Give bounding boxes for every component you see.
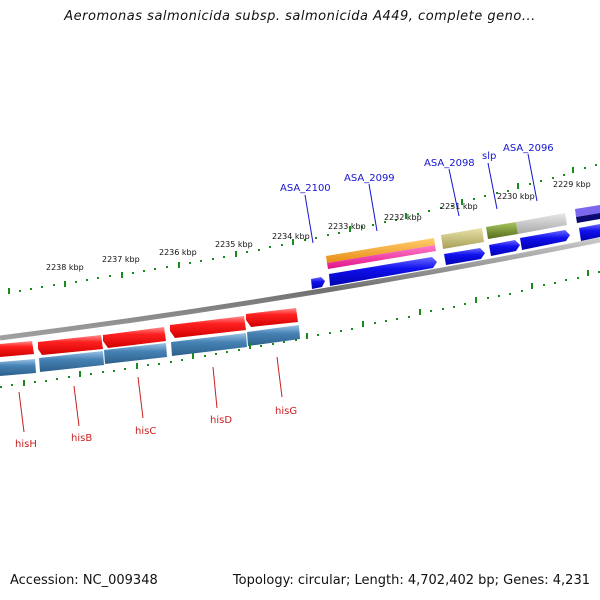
gene-label[interactable]: ASA_2098	[424, 158, 475, 169]
gene-feature[interactable]	[247, 325, 300, 346]
gene-label[interactable]: hisD	[210, 415, 232, 426]
gene-feature[interactable]	[329, 257, 437, 286]
gene-feature[interactable]	[516, 213, 567, 234]
gene-label[interactable]: slp	[482, 151, 496, 162]
scale-label: 2237 kbp	[102, 255, 140, 264]
forward-gene-labels: ASA_2100 ASA_2099 ASA_2098 slp ASA_2096	[280, 143, 554, 244]
gene-feature[interactable]	[441, 228, 484, 249]
gene-feature[interactable]	[39, 351, 104, 372]
gene-feature[interactable]	[311, 277, 325, 289]
gene-feature[interactable]	[486, 222, 518, 239]
reverse-features[interactable]	[0, 308, 300, 376]
gene-feature[interactable]	[0, 341, 34, 357]
gene-label[interactable]: ASA_2100	[280, 183, 331, 194]
outer-tick-track	[8, 164, 597, 294]
scale-label: 2231 kbp	[440, 202, 478, 211]
gene-feature[interactable]	[579, 224, 600, 241]
scale-label: 2230 kbp	[497, 192, 535, 201]
gene-feature[interactable]	[103, 327, 166, 348]
scale-label: 2234 kbp	[272, 232, 310, 241]
scale-label: 2229 kbp	[553, 180, 591, 189]
scale-labels: 2238 kbp 2237 kbp 2236 kbp 2235 kbp 2234…	[46, 180, 591, 272]
gene-feature[interactable]	[246, 308, 298, 327]
gene-feature[interactable]	[104, 343, 167, 364]
map-title: Aeromonas salmonicida subsp. salmonicida…	[64, 9, 536, 24]
gene-label[interactable]: hisG	[275, 406, 297, 417]
genome-summary-text: Topology: circular; Length: 4,702,402 bp…	[232, 573, 590, 588]
gene-feature[interactable]	[520, 230, 570, 250]
gene-feature[interactable]	[489, 240, 520, 256]
scale-label: 2232 kbp	[384, 213, 422, 222]
gene-label[interactable]: ASA_2096	[503, 143, 554, 154]
gene-feature[interactable]	[170, 316, 246, 338]
accession-text: Accession: NC_009348	[10, 573, 158, 588]
scale-label: 2235 kbp	[215, 240, 253, 249]
reverse-gene-labels: hisH hisB hisC hisD hisG	[15, 356, 297, 450]
scale-label: 2233 kbp	[328, 222, 366, 231]
scale-label: 2236 kbp	[159, 248, 197, 257]
forward-features[interactable]	[311, 205, 600, 289]
gene-feature[interactable]	[171, 333, 247, 356]
inner-tick-track	[0, 270, 600, 388]
gene-feature[interactable]	[576, 213, 600, 223]
gene-feature[interactable]	[444, 248, 485, 265]
genome-backbone	[0, 237, 600, 341]
gene-label[interactable]: hisB	[71, 433, 92, 444]
gene-feature[interactable]	[38, 335, 103, 355]
gene-feature[interactable]	[0, 359, 36, 376]
gene-feature[interactable]	[326, 238, 435, 263]
gene-label[interactable]: ASA_2099	[344, 173, 395, 184]
gene-label[interactable]: hisH	[15, 439, 37, 450]
gene-feature[interactable]	[575, 205, 600, 217]
gene-feature[interactable]	[327, 245, 436, 269]
scale-label: 2238 kbp	[46, 263, 84, 272]
gene-label[interactable]: hisC	[135, 426, 156, 437]
